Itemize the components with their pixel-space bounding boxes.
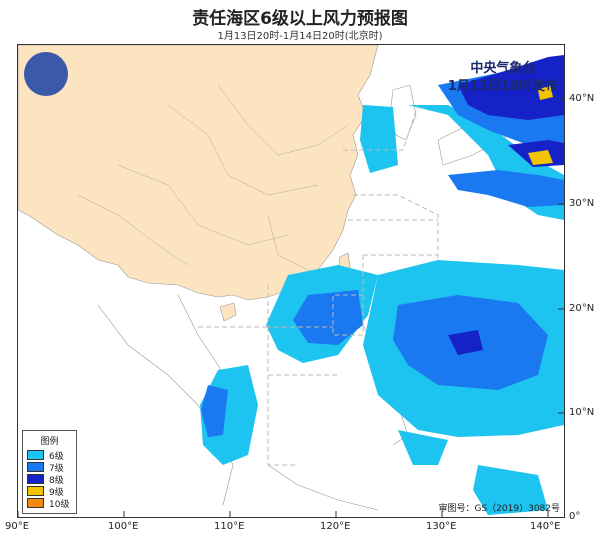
legend-item-9: 9级 [23,485,76,498]
legend-title: 图例 [40,437,59,447]
map-subtitle: 1月13日20时-1月14日20时(北京时) [217,31,383,42]
lat-label-20: 20°N [569,303,595,314]
wind-zone-9 [528,85,553,165]
lon-label-90: 90°E [5,521,30,532]
lon-label-110: 110°E [214,521,245,532]
hainan-land [219,302,237,322]
legend-label-6: 6级 [49,451,64,462]
legend-swatch-8 [27,474,44,484]
map-title: 责任海区6级以上风力预报图 [192,9,408,29]
agency-block: 中央气象台 1月11日18时发布 [448,60,558,96]
lon-label-140: 140°E [530,521,561,532]
agency-name: 中央气象台 [470,61,536,76]
lat-label-30: 30°N [569,198,595,209]
legend-label-7: 7级 [49,463,64,474]
legend-swatch-10 [27,498,44,508]
province-borders [77,84,349,271]
legend-item-10: 10级 [23,497,76,510]
legend-item-6: 6级 [23,449,76,462]
legend-item-8: 8级 [23,473,76,486]
approval-number: 审图号：GS（2019）3082号 [438,504,561,514]
map-area: 中央气象台 1月11日18时发布 [17,44,565,518]
map-canvas [18,45,564,517]
lon-label-120: 120°E [320,521,351,532]
graticule-ticks [18,98,564,517]
legend-label-8: 8级 [49,475,64,486]
legend-label-9: 9级 [49,487,64,498]
legend-item-7: 7级 [23,461,76,474]
lat-label-40: 40°N [569,93,595,104]
legend: 图例 6级 7级 8级 9级 10级 [22,430,77,514]
lon-label-100: 100°E [108,521,139,532]
china-land [18,45,379,301]
sea-area-boundaries [198,104,439,466]
legend-swatch-9 [27,486,44,496]
lat-label-10: 10°N [569,407,595,418]
legend-swatch-7 [27,462,44,472]
issue-time: 1月11日18时发布 [447,79,558,94]
lat-label-0: 0° [569,511,581,522]
legend-label-10: 10级 [49,499,70,510]
lon-label-130: 130°E [426,521,457,532]
legend-swatch-6 [27,450,44,460]
cma-logo-icon [24,52,68,96]
